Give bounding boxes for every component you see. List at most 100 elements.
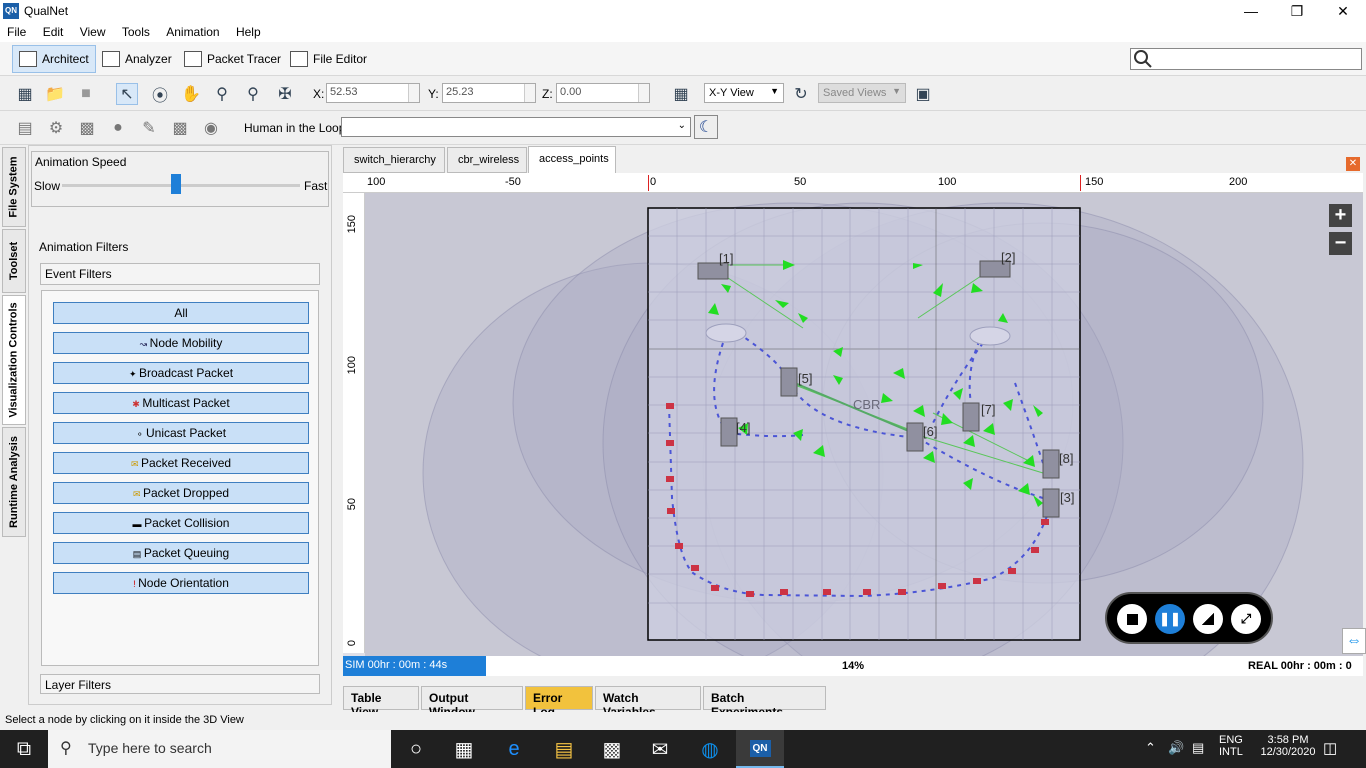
analyzer-button[interactable]: Analyzer: [96, 45, 178, 73]
edge-icon[interactable]: e: [508, 737, 520, 760]
tab-table-view[interactable]: Table View: [343, 686, 419, 719]
node-label-4: [4]: [736, 420, 750, 435]
tab-batch-experiments[interactable]: Batch Experiments: [703, 686, 826, 719]
hitl-input[interactable]: ⌄: [341, 117, 691, 137]
architect-button[interactable]: Architect: [12, 45, 96, 73]
mail-icon[interactable]: ✉: [651, 738, 669, 761]
tab-file-system[interactable]: File System: [2, 147, 26, 227]
open-folder-icon[interactable]: 📁: [45, 86, 65, 103]
close-tab-icon[interactable]: ✕: [1346, 157, 1360, 171]
tab-cbr-wireless-label: cbr_wireless: [458, 154, 520, 166]
clock[interactable]: 3:58 PM 12/30/2020: [1256, 734, 1320, 758]
network-scene[interactable]: [1] [2] [3] [4] [5] [6] [7] [8] CBR: [343, 173, 1363, 656]
reset-view-icon[interactable]: ↻: [794, 86, 808, 103]
tab-toolset[interactable]: Toolset: [2, 229, 26, 293]
menu-view[interactable]: View: [79, 25, 106, 39]
3d-view-canvas[interactable]: [1] [2] [3] [4] [5] [6] [7] [8] CBR: [343, 173, 1363, 656]
zoom-fit-icon[interactable]: ⚲: [247, 86, 259, 103]
menu-tools[interactable]: Tools: [121, 25, 150, 39]
x-coordinate-field[interactable]: 52.53: [326, 83, 420, 103]
x-label: X:: [313, 87, 325, 101]
fullscreen-button[interactable]: ⤢: [1231, 604, 1261, 634]
chart-icon[interactable]: ▩: [172, 120, 188, 137]
language-indicator[interactable]: ENG INTL: [1219, 734, 1243, 758]
z-coordinate-field[interactable]: 0.00: [556, 83, 650, 103]
volume-icon[interactable]: 🔊: [1168, 740, 1185, 755]
speed-slider-thumb[interactable]: [171, 174, 182, 194]
notifications-icon[interactable]: ◫: [1323, 740, 1338, 757]
fast-label: Fast: [304, 179, 328, 193]
properties-icon[interactable]: ▤: [17, 120, 33, 137]
save-icon[interactable]: ■: [81, 85, 91, 102]
tray-chevron-icon[interactable]: ⌃: [1145, 740, 1156, 755]
maximize-icon[interactable]: ❐: [1290, 3, 1304, 19]
file-editor-button[interactable]: File Editor: [284, 45, 373, 73]
teamviewer-icon[interactable]: ⇔: [1342, 628, 1366, 654]
tab-watch-variables[interactable]: Watch Variables: [595, 686, 701, 719]
tab-output-window[interactable]: Output Window: [421, 686, 523, 719]
tab-visualization-controls[interactable]: Visualization Controls: [2, 295, 26, 425]
device-icon[interactable]: ◉: [204, 120, 218, 137]
minimize-icon[interactable]: —: [1244, 3, 1258, 19]
search-input[interactable]: [1130, 48, 1362, 70]
qualnet-taskbar-icon[interactable]: QN: [736, 730, 784, 768]
tab-access-points[interactable]: access_points: [528, 146, 616, 173]
window-icon[interactable]: ▣: [915, 86, 931, 103]
network-icon[interactable]: ▤: [1192, 740, 1205, 755]
file-explorer-icon[interactable]: ▤: [554, 738, 574, 761]
filter-broadcast-packet-label: Broadcast Packet: [138, 366, 234, 380]
close-icon[interactable]: ✕: [1337, 3, 1349, 19]
rotate-view-icon[interactable]: ✠: [278, 86, 292, 103]
task-view-icon[interactable]: ▦: [454, 738, 474, 761]
tab-switch-hierarchy[interactable]: switch_hierarchy: [343, 147, 445, 173]
tab-runtime-analysis[interactable]: Runtime Analysis: [2, 427, 26, 537]
menu-edit[interactable]: Edit: [42, 25, 64, 39]
tab-error-log[interactable]: Error Log: [525, 686, 593, 719]
y-coordinate-field[interactable]: 25.23: [442, 83, 536, 103]
filter-unicast-packet-button[interactable]: ⚬ Unicast Packet: [53, 422, 309, 444]
windows-start-icon[interactable]: ⧉: [16, 737, 32, 760]
menu-animation[interactable]: Animation: [166, 25, 220, 39]
filter-broadcast-packet-button[interactable]: ✦ Broadcast Packet: [53, 362, 309, 384]
lasso-icon[interactable]: ⦿: [151, 88, 168, 105]
gear-icon[interactable]: ⚙: [48, 120, 64, 137]
clapperboard-icon[interactable]: ▩: [79, 120, 95, 137]
menu-help[interactable]: Help: [235, 25, 261, 39]
select-arrow-icon[interactable]: ↖: [116, 83, 138, 105]
zoom-in-button[interactable]: +: [1329, 204, 1352, 227]
filter-node-mobility-button[interactable]: ↝ Node Mobility: [53, 332, 309, 354]
filter-packet-received-label: Packet Received: [141, 456, 232, 470]
taskbar-search[interactable]: ⚲ Type here to search: [48, 730, 391, 768]
filter-all-button[interactable]: All: [53, 302, 309, 324]
qualnet-logo-icon: QN: [3, 3, 19, 19]
filter-node-orientation-button[interactable]: ! Node Orientation: [53, 572, 309, 594]
edit-icon[interactable]: ✎: [142, 120, 156, 137]
teamviewer-taskbar-icon[interactable]: ◍: [701, 738, 719, 761]
sim-time: SIM 00hr : 00m : 44s: [345, 659, 448, 671]
tab-cbr-wireless[interactable]: cbr_wireless: [447, 147, 527, 173]
layer-filters-header[interactable]: Layer Filters: [40, 674, 320, 694]
pause-button[interactable]: ❚❚: [1155, 604, 1185, 634]
packet-tracer-button[interactable]: Packet Tracer: [178, 45, 287, 73]
step-button[interactable]: [1193, 604, 1223, 634]
filter-packet-queuing-button[interactable]: ▤ Packet Queuing: [53, 542, 309, 564]
filter-packet-dropped-label: Packet Dropped: [142, 486, 230, 500]
filter-packet-dropped-button[interactable]: ✉ Packet Dropped: [53, 482, 309, 504]
view-select[interactable]: X-Y View ▼: [704, 83, 784, 103]
pan-hand-icon[interactable]: ✋: [181, 86, 201, 103]
saved-views-select[interactable]: Saved Views ▼: [818, 83, 906, 103]
hitl-submit-icon[interactable]: ☾: [694, 115, 718, 139]
event-filters-header[interactable]: Event Filters: [40, 263, 320, 285]
filter-packet-collision-button[interactable]: ▬ Packet Collision: [53, 512, 309, 534]
menu-file[interactable]: File: [7, 25, 27, 39]
new-scenario-icon[interactable]: ▦: [17, 86, 33, 103]
store-icon[interactable]: ▩: [602, 738, 622, 761]
stop-button[interactable]: [1117, 604, 1147, 634]
cortana-icon[interactable]: ○: [409, 737, 423, 760]
filter-multicast-packet-button[interactable]: ✱ Multicast Packet: [53, 392, 309, 414]
grid-icon[interactable]: ▦: [673, 86, 689, 103]
filter-packet-received-button[interactable]: ✉ Packet Received: [53, 452, 309, 474]
zoom-icon[interactable]: ⚲: [216, 86, 228, 103]
zoom-out-button[interactable]: −: [1329, 232, 1352, 255]
record-icon[interactable]: ●: [113, 119, 123, 136]
